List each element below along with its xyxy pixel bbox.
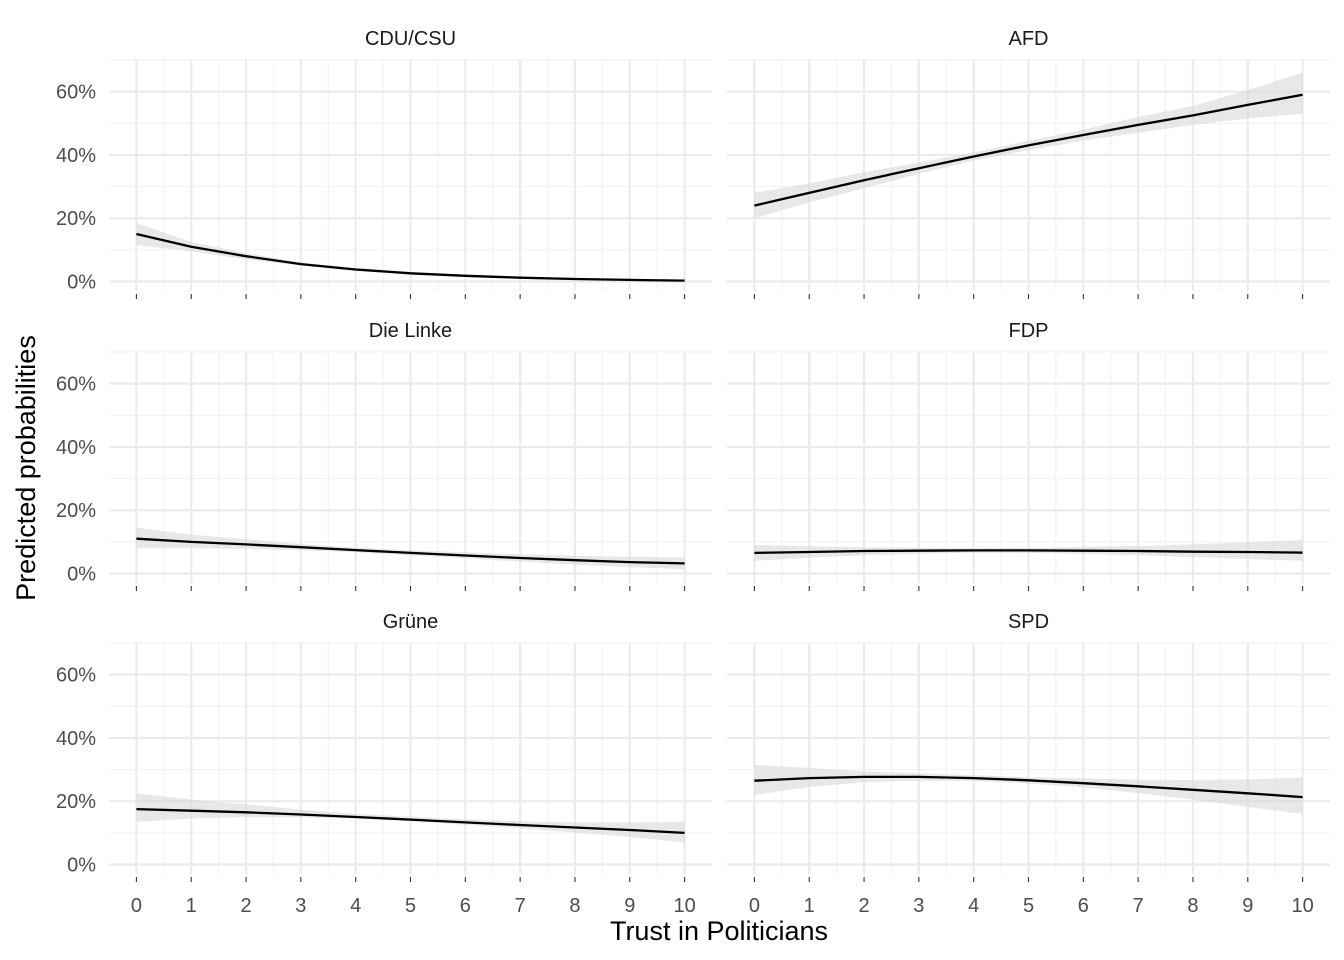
predicted-line xyxy=(136,537,685,565)
y-tick-label: 0% xyxy=(67,272,96,294)
x-tick-label: 9 xyxy=(624,895,635,917)
predicted-line xyxy=(136,232,685,282)
facet-title: SPD xyxy=(1008,611,1049,633)
x-tick-label: 0 xyxy=(131,895,142,917)
confidence-ribbon xyxy=(136,793,685,843)
x-tick-label: 10 xyxy=(1291,895,1313,917)
y-tick-label: 20% xyxy=(56,791,96,813)
x-tick-label: 4 xyxy=(350,895,361,917)
y-tick-label: 40% xyxy=(56,728,96,750)
x-tick-label: 3 xyxy=(295,895,306,917)
facet-afd: AFD xyxy=(727,28,1330,299)
y-tick-label: 60% xyxy=(56,82,96,104)
y-tick-label: 40% xyxy=(56,145,96,167)
predicted-line xyxy=(754,549,1303,555)
x-tick-label: 5 xyxy=(405,895,416,917)
x-tick-label: 8 xyxy=(1187,895,1198,917)
x-tick-label: 0 xyxy=(749,895,760,917)
x-tick-label: 2 xyxy=(240,895,251,917)
y-axis-title: Predicted probabilities xyxy=(11,335,41,601)
x-tick-label: 8 xyxy=(569,895,580,917)
facet-title: FDP xyxy=(1009,320,1049,342)
facet-title: AFD xyxy=(1009,28,1049,50)
y-tick-label: 20% xyxy=(56,208,96,230)
predicted-line xyxy=(136,807,685,835)
facet-gr-ne: Grüne 0% 20% 40% 60% 0 1 2 3 4 5 6 7 8 9 10 xyxy=(56,611,712,917)
x-tick-label: 7 xyxy=(515,895,526,917)
facet-cdu-csu: CDU/CSU 0% 20% 40% 60% xyxy=(56,28,712,299)
x-tick-label: 10 xyxy=(673,895,695,917)
facet-die-linke: Die Linke 0% 20% 40% 60% xyxy=(56,320,712,591)
y-tick-label: 20% xyxy=(56,500,96,522)
x-tick-label: 6 xyxy=(460,895,471,917)
predicted-line xyxy=(754,775,1303,799)
y-tick-label: 40% xyxy=(56,437,96,459)
y-tick-label: 0% xyxy=(67,564,96,586)
facet-spd: SPD 0 1 2 3 4 5 6 7 8 9 10 xyxy=(727,611,1330,917)
x-tick-label: 1 xyxy=(186,895,197,917)
facet-fdp: FDP xyxy=(727,320,1330,591)
x-tick-label: 7 xyxy=(1133,895,1144,917)
x-tick-label: 2 xyxy=(858,895,869,917)
x-tick-label: 5 xyxy=(1023,895,1034,917)
x-tick-label: 4 xyxy=(968,895,979,917)
y-tick-label: 60% xyxy=(56,374,96,396)
x-tick-label: 6 xyxy=(1078,895,1089,917)
x-tick-label: 1 xyxy=(804,895,815,917)
y-tick-label: 0% xyxy=(67,855,96,877)
y-tick-label: 60% xyxy=(56,665,96,687)
predicted-line xyxy=(754,93,1303,207)
facet-title: Grüne xyxy=(383,611,439,633)
facet-title: Die Linke xyxy=(369,320,452,342)
x-tick-label: 9 xyxy=(1242,895,1253,917)
x-tick-label: 3 xyxy=(913,895,924,917)
facet-title: CDU/CSU xyxy=(365,28,456,50)
x-axis-title: Trust in Politicians xyxy=(610,916,828,946)
